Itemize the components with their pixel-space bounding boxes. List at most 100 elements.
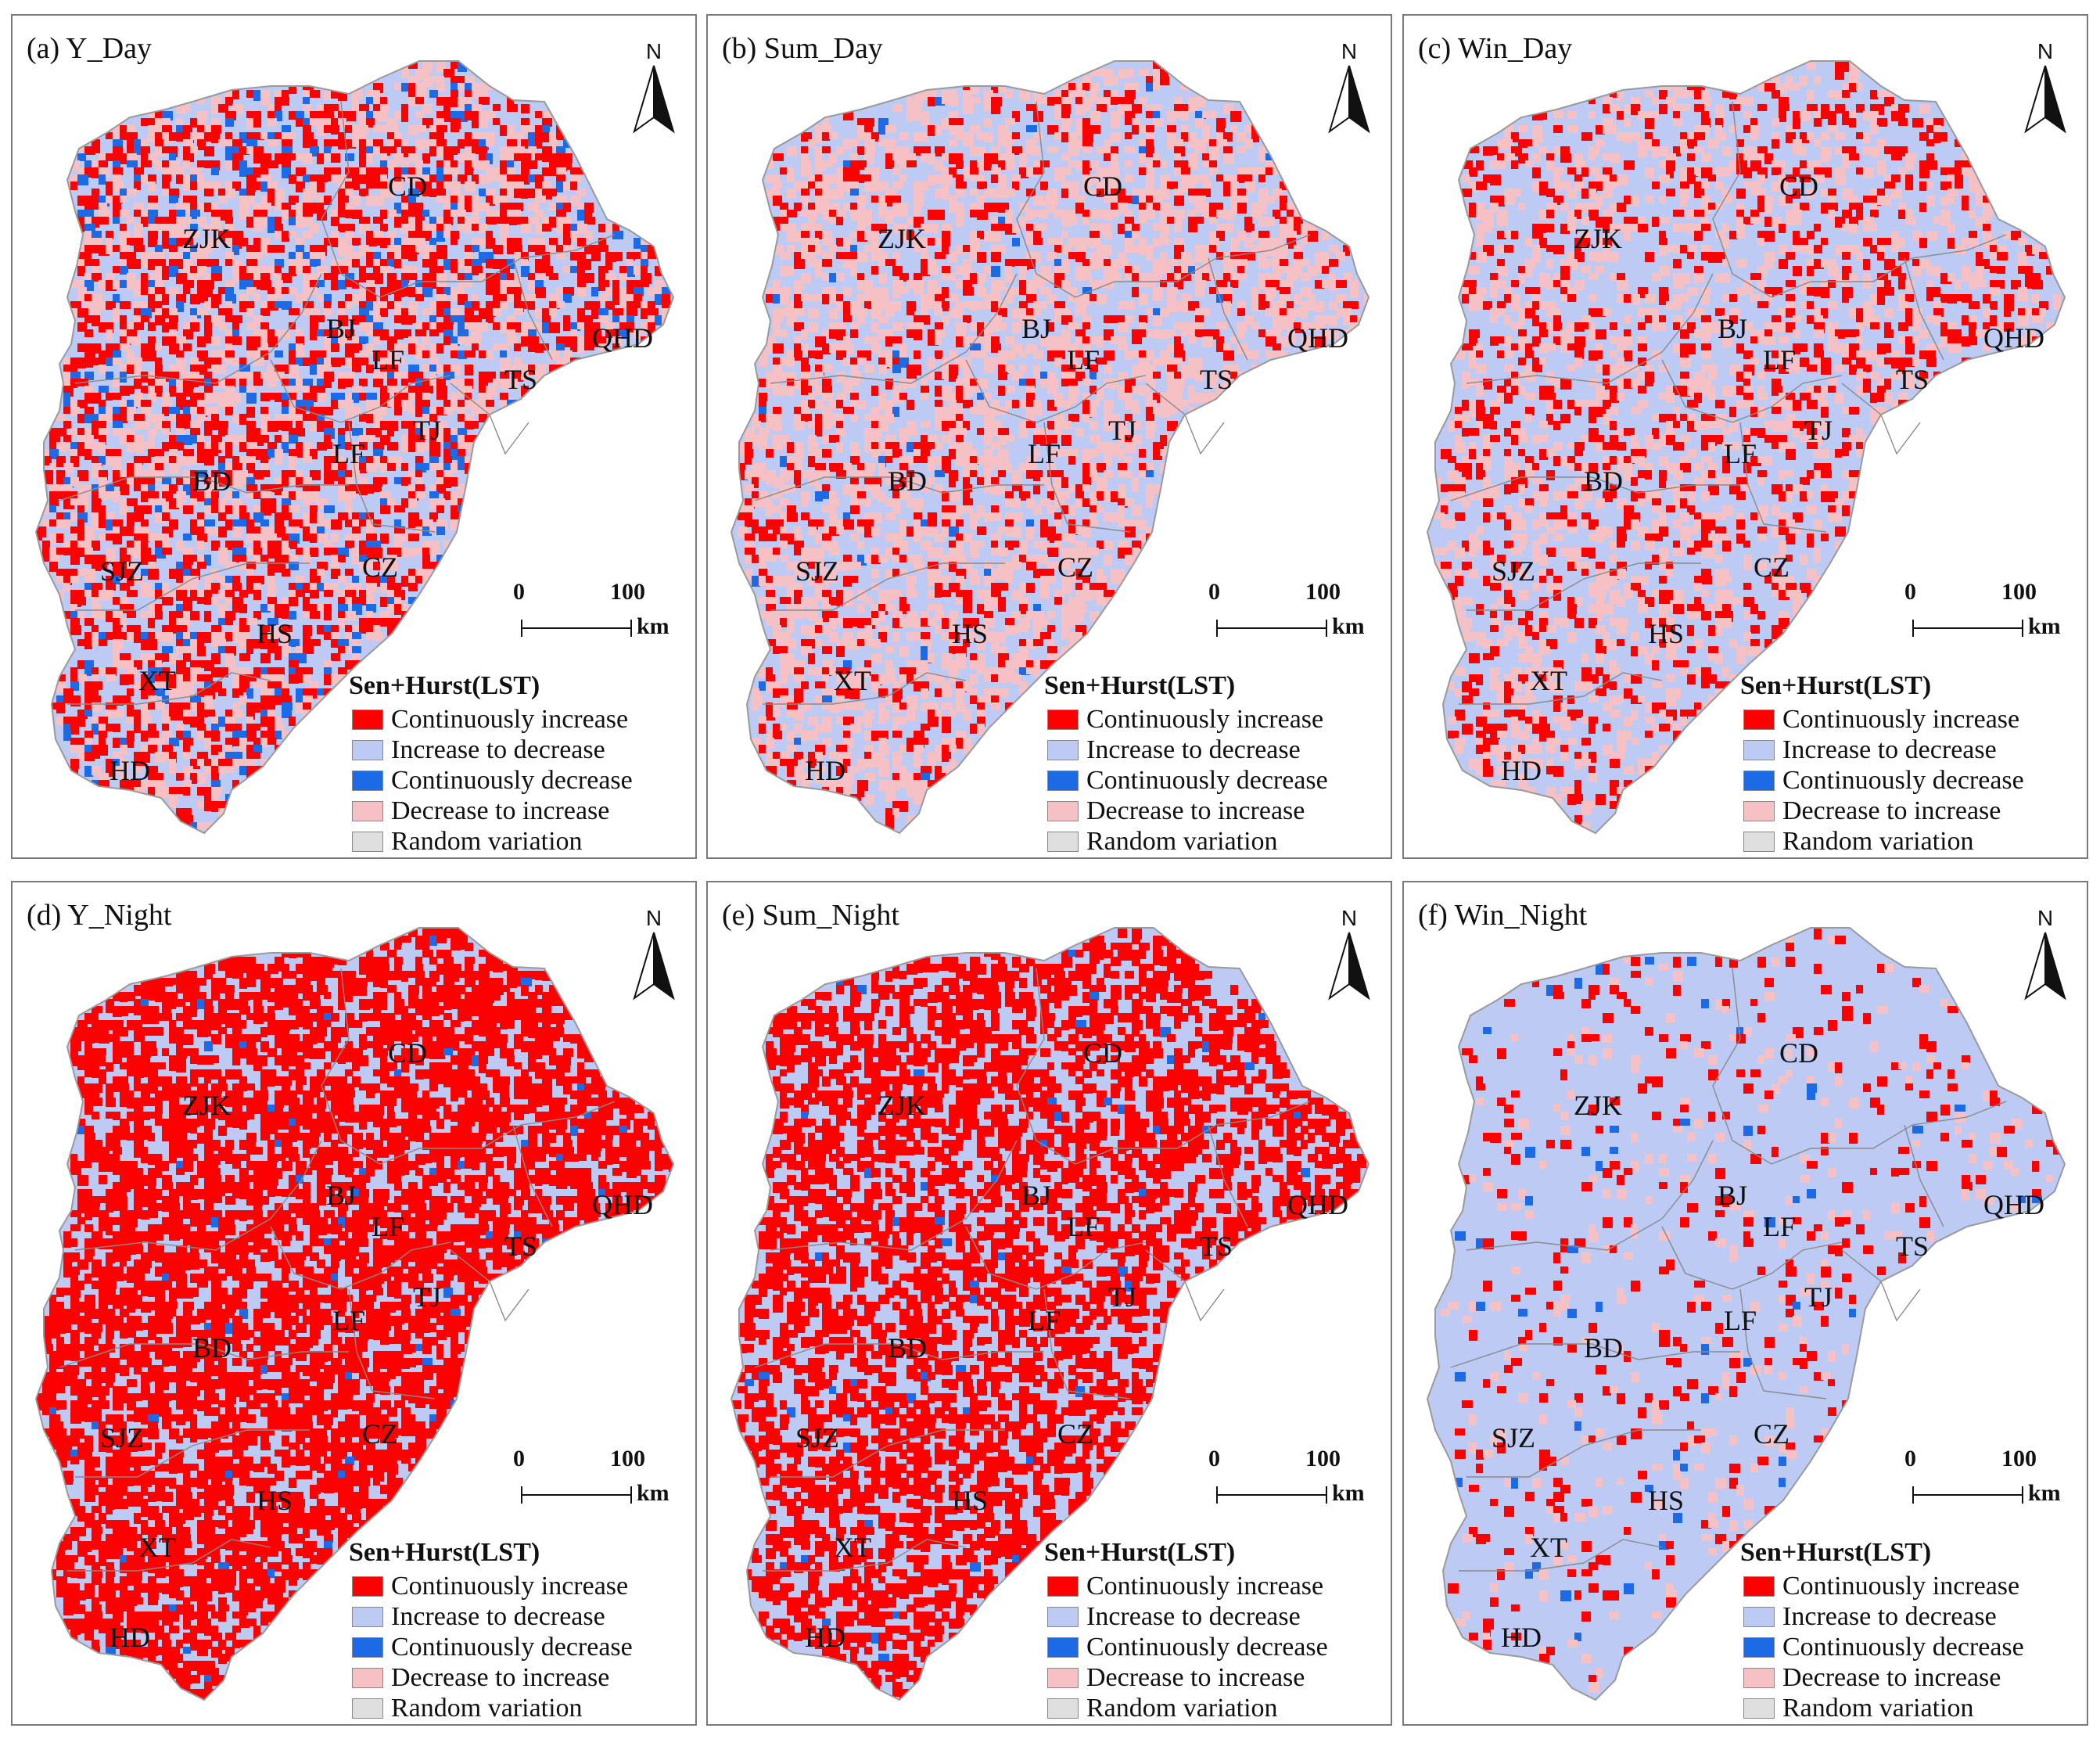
- panel-title: (a) Y_Day: [27, 32, 153, 65]
- scale-unit: km: [2028, 1480, 2061, 1506]
- admin-boundary: [1043, 422, 1131, 533]
- legend-label: Continuously decrease: [1782, 765, 2024, 795]
- region-base: [1427, 928, 2065, 1700]
- city-label: LF: [1066, 344, 1100, 375]
- trend-pattern: [36, 62, 672, 833]
- legend: Sen+Hurst(LST) Continuously increase Incre…: [1740, 671, 2084, 857]
- north-arrow-icon: N: [630, 906, 677, 1001]
- city-label: XT: [1530, 665, 1567, 696]
- legend-title: Sen+Hurst(LST): [1740, 1538, 1932, 1567]
- region-map: [730, 60, 1370, 835]
- legend-item: Increase to decrease: [1044, 735, 1388, 765]
- city-label: CZ: [1753, 1418, 1790, 1450]
- legend-item: Decrease to increase: [349, 1662, 693, 1693]
- admin-boundary: [59, 476, 349, 501]
- legend-swatch: [1047, 800, 1079, 821]
- legend-label: Decrease to increase: [1086, 796, 1305, 825]
- city-label: XT: [834, 1532, 871, 1563]
- legend-label: Random variation: [391, 1693, 583, 1723]
- scale-tick: [630, 620, 632, 637]
- admin-boundary: [1904, 1124, 1944, 1227]
- legend-item: Random variation: [349, 826, 693, 857]
- admin-boundary: [1466, 562, 1701, 611]
- legend-swatch: [1047, 739, 1079, 760]
- admin-boundary: [321, 968, 616, 1165]
- panel-title: (b) Sum_Day: [722, 32, 883, 65]
- region-map: [1426, 927, 2066, 1701]
- city-label: CZ: [1753, 552, 1790, 583]
- city-label: QHD: [592, 1189, 653, 1220]
- legend-label: Continuously decrease: [1086, 765, 1328, 795]
- city-label: TJ: [1804, 1281, 1833, 1313]
- city-label: CZ: [1057, 552, 1094, 583]
- city-label: BD: [192, 465, 232, 497]
- panel-title: (c) Win_Day: [1418, 32, 1573, 65]
- legend-label: Random variation: [1782, 1693, 1974, 1723]
- legend-swatch: [1047, 1667, 1079, 1688]
- city-label: HS: [951, 1485, 989, 1516]
- legend-swatch: [1047, 770, 1079, 791]
- scale-line: [1912, 627, 2023, 629]
- city-label: TS: [504, 1231, 538, 1262]
- legend-swatch: [1743, 739, 1775, 760]
- legend-label: Increase to decrease: [1782, 735, 1997, 764]
- scale-start: 0: [1904, 1446, 1916, 1471]
- admin-boundary: [1208, 1124, 1248, 1227]
- city-label: CD: [1082, 1037, 1123, 1069]
- city-label: CD: [387, 171, 428, 202]
- admin-boundary: [270, 359, 451, 423]
- city-label: TJ: [1108, 415, 1136, 446]
- legend-item: Increase to decrease: [1740, 1601, 2084, 1632]
- admin-boundary: [1145, 383, 1225, 455]
- admin-boundary: [1016, 101, 1311, 298]
- admin-boundary: [770, 562, 1005, 611]
- admin-boundary: [1661, 1226, 1843, 1290]
- legend-item: Decrease to increase: [349, 796, 693, 826]
- legend-item: Random variation: [349, 1693, 693, 1723]
- city-label: TJ: [413, 415, 441, 446]
- city-label: SJZ: [99, 555, 145, 587]
- city-label: XT: [1530, 1532, 1567, 1563]
- city-label: LF: [1762, 1211, 1797, 1242]
- admin-boundary: [1459, 672, 1663, 705]
- legend: Sen+Hurst(LST) Continuously increase Incre…: [349, 1538, 693, 1723]
- north-label: N: [2037, 906, 2054, 930]
- city-label: ZJK: [1574, 223, 1622, 254]
- legend: Sen+Hurst(LST) Continuously increase Incre…: [349, 671, 693, 857]
- admin-boundary: [1459, 1539, 1663, 1572]
- legend-swatch: [1743, 1667, 1775, 1688]
- admin-boundary: [1450, 1343, 1740, 1368]
- city-label: XT: [834, 665, 871, 696]
- admin-boundary: [1739, 1288, 1827, 1399]
- legend-swatch: [352, 1637, 383, 1658]
- city-label: BJ: [325, 313, 357, 344]
- legend-label: Continuously decrease: [391, 1632, 633, 1662]
- city-label: TJ: [413, 1281, 441, 1313]
- city-label: CZ: [1057, 1418, 1094, 1450]
- admin-boundary: [348, 422, 436, 533]
- legend-label: Increase to decrease: [391, 1601, 605, 1631]
- city-label: LF: [1027, 438, 1061, 469]
- admin-boundary: [1466, 273, 1714, 384]
- legend-item: Continuously decrease: [1740, 1632, 2084, 1662]
- scale-bar: 0 100 km: [1208, 1446, 1380, 1508]
- north-arrow-icon: N: [1326, 39, 1373, 134]
- city-label: SJZ: [99, 1422, 145, 1453]
- admin-boundary: [512, 257, 553, 361]
- legend-item: Random variation: [1044, 1693, 1388, 1723]
- region-map: [34, 60, 675, 835]
- city-label: ZJK: [1574, 1090, 1622, 1121]
- legend-label: Increase to decrease: [1782, 1601, 1997, 1631]
- scale-tick: [1216, 620, 1218, 637]
- city-label: HS: [951, 618, 989, 649]
- legend-item: Continuously decrease: [1044, 1632, 1388, 1662]
- city-label: HD: [109, 1622, 150, 1653]
- legend-item: Continuously increase: [349, 1571, 693, 1601]
- legend-label: Continuously decrease: [1086, 1632, 1328, 1662]
- scale-bar: 0 100 km: [513, 579, 685, 641]
- city-label: BJ: [1717, 1180, 1748, 1211]
- admin-boundary: [770, 1429, 1005, 1478]
- scale-tick: [630, 1486, 632, 1504]
- city-label: ZJK: [182, 223, 231, 254]
- legend-item: Continuously increase: [1044, 1571, 1388, 1601]
